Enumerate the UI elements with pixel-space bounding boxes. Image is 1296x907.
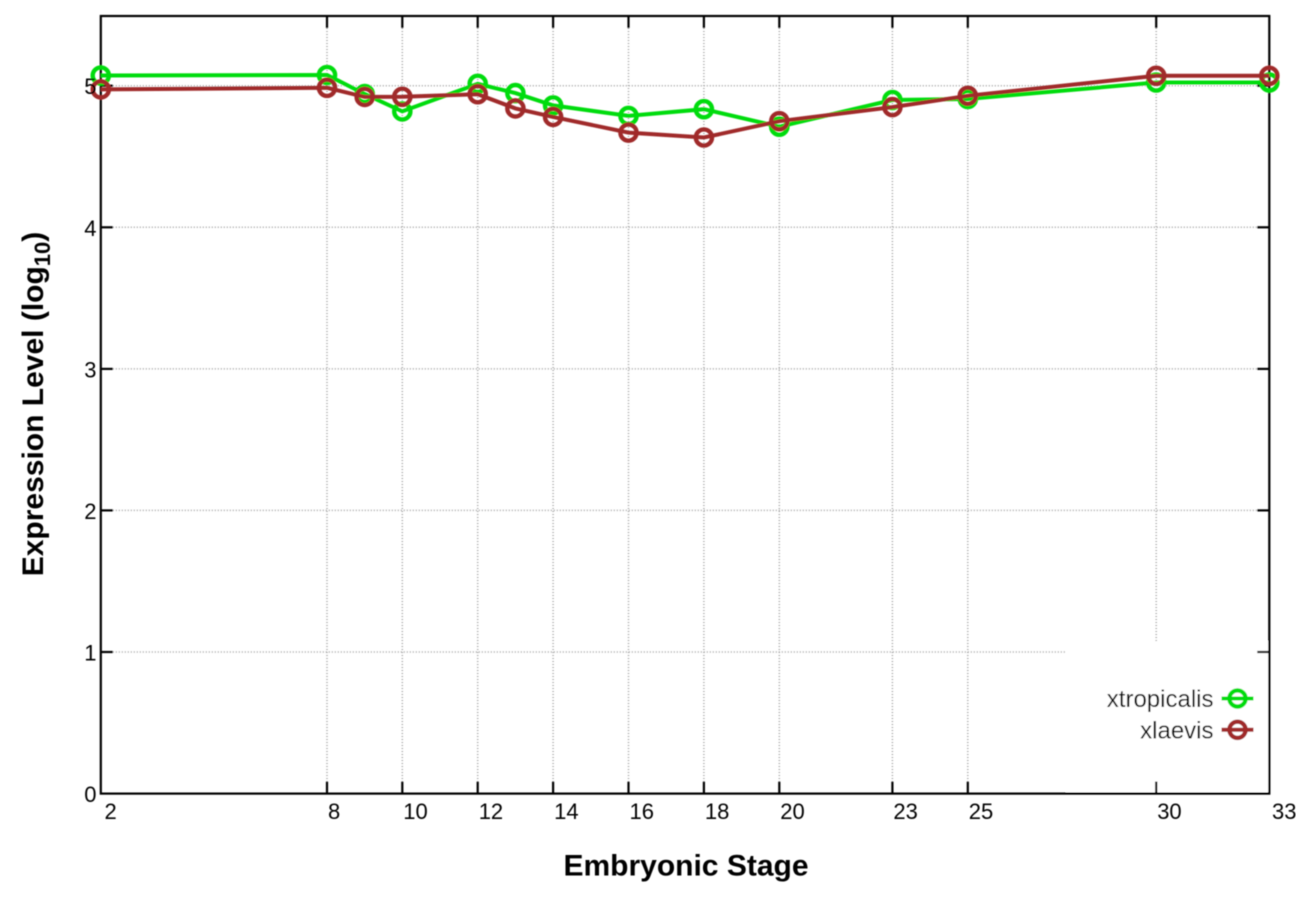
svg-text:18: 18: [705, 799, 729, 824]
svg-text:10: 10: [403, 799, 427, 824]
svg-text:1: 1: [84, 641, 96, 666]
svg-text:12: 12: [479, 799, 503, 824]
svg-text:5: 5: [84, 74, 96, 99]
svg-text:2: 2: [84, 499, 96, 524]
svg-text:3: 3: [84, 357, 96, 382]
svg-text:Embryonic Stage: Embryonic Stage: [563, 850, 808, 883]
svg-text:25: 25: [969, 799, 993, 824]
svg-text:16: 16: [630, 799, 654, 824]
svg-text:xlaevis: xlaevis: [1140, 717, 1213, 744]
svg-text:4: 4: [84, 216, 96, 241]
svg-text:30: 30: [1157, 799, 1181, 824]
svg-text:33: 33: [1272, 799, 1296, 824]
svg-text:14: 14: [554, 799, 578, 824]
svg-text:8: 8: [328, 799, 340, 824]
svg-text:20: 20: [780, 799, 804, 824]
svg-text:xtropicalis: xtropicalis: [1107, 686, 1214, 713]
svg-text:23: 23: [893, 799, 917, 824]
svg-text:2: 2: [105, 799, 117, 824]
svg-text:0: 0: [84, 782, 96, 807]
svg-text:Expression Level (log10): Expression Level (log10): [17, 232, 55, 577]
